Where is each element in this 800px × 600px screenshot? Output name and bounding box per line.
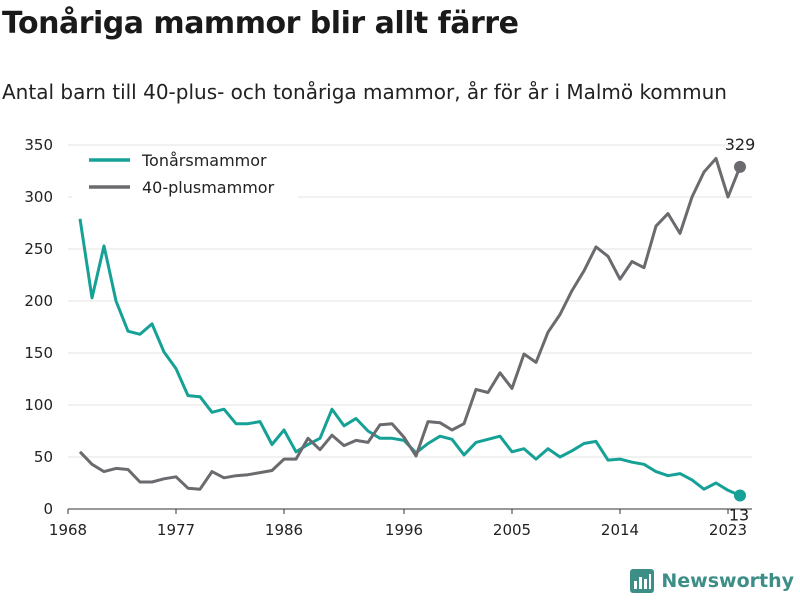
end-value-label: 329	[725, 135, 756, 154]
x-tick-label: 2014	[601, 521, 639, 539]
end-point-marker	[734, 489, 746, 502]
legend-label: Tonårsmammor	[141, 151, 267, 170]
end-value-label: 13	[729, 505, 749, 524]
series-line-40-plusmammor	[78, 157, 742, 491]
x-tick-label: 1968	[49, 521, 87, 539]
legend-label: 40-plusmammor	[142, 178, 275, 197]
y-tick-label: 150	[24, 344, 53, 362]
end-point-marker	[734, 160, 746, 173]
x-tick-label: 1996	[385, 521, 423, 539]
y-axis: 0 50 100 150 200 250 300 350	[24, 136, 53, 518]
chart-title: Tonåriga mammor blir allt färre	[2, 6, 519, 41]
x-axis: 1968 1977 1986 1996 2005 2014 2023	[49, 508, 752, 539]
x-tick-label: 1986	[265, 521, 303, 539]
brand-name: Newsworthy	[661, 570, 794, 592]
x-tick-label: 2023	[709, 521, 747, 539]
chart-subtitle: Antal barn till 40-plus- och tonåriga ma…	[2, 80, 727, 104]
x-tick-label: 1977	[157, 521, 195, 539]
bar-chart-logo-icon	[630, 569, 655, 593]
legend: Tonårsmammor 40-plusmammor	[72, 146, 298, 204]
y-tick-label: 100	[24, 396, 53, 414]
y-tick-label: 0	[43, 500, 53, 518]
y-tick-label: 350	[24, 136, 53, 154]
series-line-tonarsmammor	[78, 218, 741, 497]
end-markers: 13 329	[725, 135, 756, 525]
series-lines	[78, 157, 742, 497]
brand-logo: Newsworthy	[629, 568, 794, 594]
y-tick-label: 50	[34, 448, 53, 466]
x-tick-label: 2005	[493, 521, 531, 539]
y-tick-label: 250	[24, 240, 53, 258]
legend-background	[72, 146, 298, 204]
y-tick-label: 200	[24, 292, 53, 310]
y-tick-label: 300	[24, 188, 53, 206]
